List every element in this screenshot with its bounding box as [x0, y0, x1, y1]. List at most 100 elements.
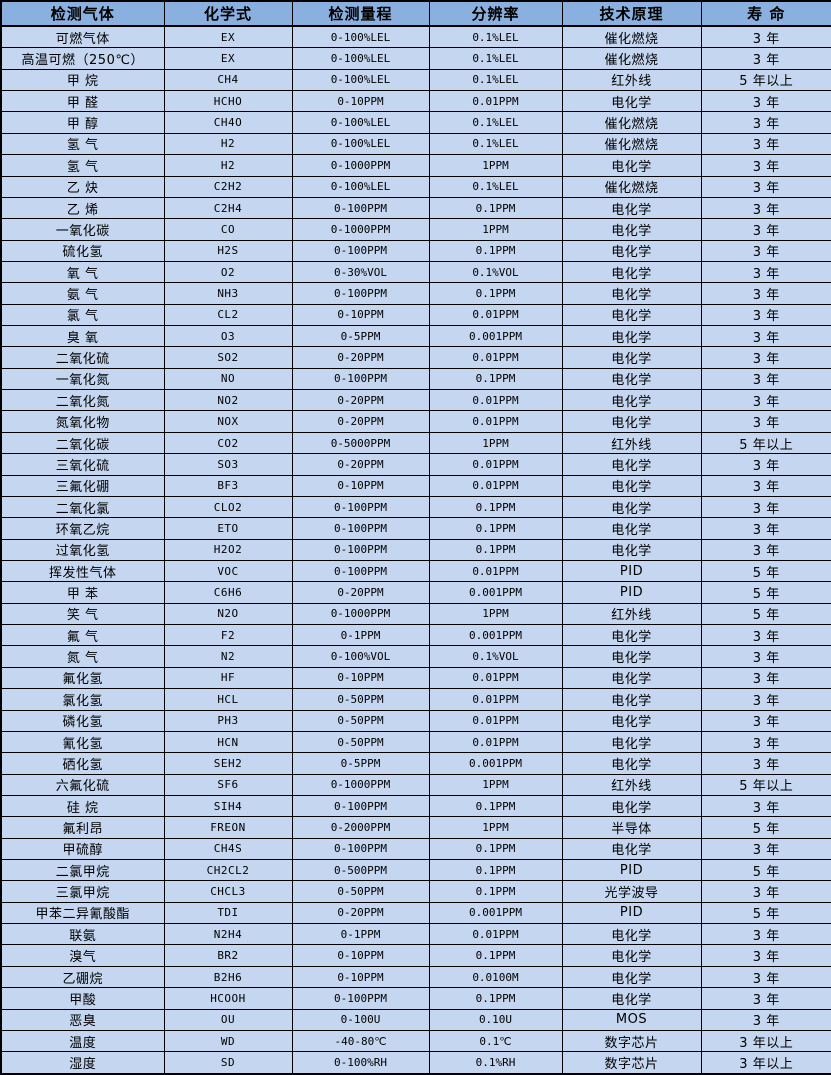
- cell-resolution: 1PPM: [428, 431, 563, 455]
- cell-technology: 催化燃烧: [561, 132, 702, 156]
- cell-resolution: 0.1%LEL: [428, 111, 563, 134]
- cell-resolution: 0.1PPM: [428, 859, 563, 882]
- cell-lifespan: 3 年: [700, 389, 831, 412]
- cell-technology: 电化学: [561, 453, 702, 476]
- table-row: 环氧乙烷 ETO 0-100PPM 0.1PPM 电化学 3 年: [0, 517, 831, 540]
- cell-resolution: 1PPM: [428, 218, 563, 241]
- cell-formula: B2H6: [163, 965, 293, 989]
- table-row: 氮 气 N2 0-100%VOL 0.1%VOL 电化学 3 年: [0, 645, 831, 668]
- cell-formula: H2: [163, 154, 293, 177]
- table-row: 乙硼烷 B2H6 0-10PPM 0.0100M 电化学 3 年: [0, 965, 831, 989]
- column-header-gas-name: 检测气体: [0, 0, 165, 27]
- cell-formula: SD: [163, 1051, 293, 1075]
- cell-formula: H2: [163, 132, 293, 156]
- cell-range: 0-100%LEL: [291, 175, 430, 198]
- cell-gas-name: 湿度: [0, 1051, 165, 1075]
- cell-resolution: 0.01PPM: [428, 410, 563, 433]
- table-row: 氟 气 F2 0-1PPM 0.001PPM 电化学 3 年: [0, 624, 831, 647]
- cell-technology: 催化燃烧: [561, 25, 702, 49]
- cell-range: 0-20PPM: [291, 901, 430, 925]
- cell-resolution: 0.1%LEL: [428, 68, 563, 92]
- cell-lifespan: 3 年: [700, 517, 831, 540]
- cell-gas-name: 氮 气: [0, 645, 165, 668]
- cell-formula: C6H6: [163, 581, 293, 604]
- cell-formula: EX: [163, 47, 293, 70]
- table-row: 三氟化硼 BF3 0-10PPM 0.01PPM 电化学 3 年: [0, 474, 831, 497]
- table-row: 甲 苯 C6H6 0-20PPM 0.001PPM PID 5 年: [0, 581, 831, 604]
- cell-technology: 电化学: [561, 474, 702, 497]
- table-row: 湿度 SD 0-100%RH 0.1%RH 数字芯片 3 年以上: [0, 1051, 831, 1075]
- cell-formula: HCL: [163, 688, 293, 711]
- cell-lifespan: 3 年: [700, 880, 831, 903]
- cell-technology: 电化学: [561, 282, 702, 305]
- cell-formula: NH3: [163, 282, 293, 305]
- table-row: 乙 炔 C2H2 0-100%LEL 0.1%LEL 催化燃烧 3 年: [0, 175, 831, 198]
- cell-lifespan: 3 年: [700, 1008, 831, 1031]
- cell-gas-name: 三氯甲烷: [0, 880, 165, 903]
- cell-formula: CH4O: [163, 111, 293, 134]
- cell-technology: 电化学: [561, 154, 702, 177]
- cell-gas-name: 过氧化氢: [0, 538, 165, 562]
- cell-range: 0-100PPM: [291, 517, 430, 540]
- cell-formula: BF3: [163, 474, 293, 497]
- cell-range: 0-50PPM: [291, 880, 430, 903]
- cell-gas-name: 环氧乙烷: [0, 517, 165, 540]
- cell-lifespan: 5 年以上: [700, 431, 831, 455]
- cell-gas-name: 氮氧化物: [0, 410, 165, 433]
- cell-gas-name: 二氯甲烷: [0, 859, 165, 882]
- table-row: 甲 醇 CH4O 0-100%LEL 0.1%LEL 催化燃烧 3 年: [0, 111, 831, 134]
- cell-lifespan: 3 年: [700, 346, 831, 369]
- cell-range: 0-20PPM: [291, 581, 430, 604]
- cell-resolution: 0.01PPM: [428, 474, 563, 497]
- cell-gas-name: 可燃气体: [0, 25, 165, 49]
- cell-technology: 半导体: [561, 816, 702, 839]
- cell-formula: SO3: [163, 453, 293, 476]
- cell-lifespan: 3 年: [700, 923, 831, 946]
- cell-gas-name: 二氧化氯: [0, 495, 165, 519]
- cell-lifespan: 3 年: [700, 965, 831, 989]
- cell-technology: 电化学: [561, 987, 702, 1010]
- cell-technology: 电化学: [561, 410, 702, 433]
- table-row: 三氯甲烷 CHCL3 0-50PPM 0.1PPM 光学波导 3 年: [0, 880, 831, 903]
- cell-resolution: 0.001PPM: [428, 752, 563, 775]
- cell-technology: 催化燃烧: [561, 175, 702, 198]
- table-row: 二氯甲烷 CH2CL2 0-500PPM 0.1PPM PID 5 年: [0, 859, 831, 882]
- cell-gas-name: 联氨: [0, 923, 165, 946]
- cell-resolution: 0.1%LEL: [428, 25, 563, 49]
- cell-range: 0-5PPM: [291, 325, 430, 348]
- cell-gas-name: 高温可燃（250℃）: [0, 47, 165, 70]
- cell-lifespan: 3 年: [700, 154, 831, 177]
- cell-technology: PID: [561, 559, 702, 583]
- cell-formula: SF6: [163, 773, 293, 796]
- table-row: 氧 气 O2 0-30%VOL 0.1%VOL 电化学 3 年: [0, 260, 831, 284]
- cell-lifespan: 3 年: [700, 624, 831, 647]
- cell-range: 0-5PPM: [291, 752, 430, 775]
- cell-resolution: 1PPM: [428, 773, 563, 796]
- cell-range: 0-1PPM: [291, 624, 430, 647]
- cell-technology: 红外线: [561, 773, 702, 796]
- cell-range: 0-10PPM: [291, 303, 430, 327]
- cell-formula: HF: [163, 666, 293, 690]
- cell-formula: O2: [163, 260, 293, 284]
- cell-lifespan: 3 年: [700, 794, 831, 818]
- cell-technology: PID: [561, 901, 702, 925]
- cell-formula: N2: [163, 645, 293, 668]
- cell-resolution: 0.01PPM: [428, 666, 563, 690]
- cell-formula: OU: [163, 1008, 293, 1031]
- column-header-resolution: 分辨率: [428, 0, 563, 27]
- cell-technology: 红外线: [561, 68, 702, 92]
- cell-gas-name: 二氧化硫: [0, 346, 165, 369]
- table-row: 温度 WD -40-80℃ 0.1℃ 数字芯片 3 年以上: [0, 1029, 831, 1053]
- cell-gas-name: 乙硼烷: [0, 965, 165, 989]
- cell-lifespan: 3 年: [700, 367, 831, 391]
- cell-formula: VOC: [163, 559, 293, 583]
- cell-technology: 电化学: [561, 260, 702, 284]
- cell-range: 0-100PPM: [291, 239, 430, 262]
- cell-lifespan: 3 年: [700, 944, 831, 967]
- cell-lifespan: 5 年: [700, 859, 831, 882]
- table-row: 恶臭 OU 0-100U 0.10U MOS 3 年: [0, 1008, 831, 1031]
- cell-formula: HCN: [163, 730, 293, 754]
- cell-lifespan: 3 年: [700, 666, 831, 690]
- column-header-range: 检测量程: [291, 0, 430, 27]
